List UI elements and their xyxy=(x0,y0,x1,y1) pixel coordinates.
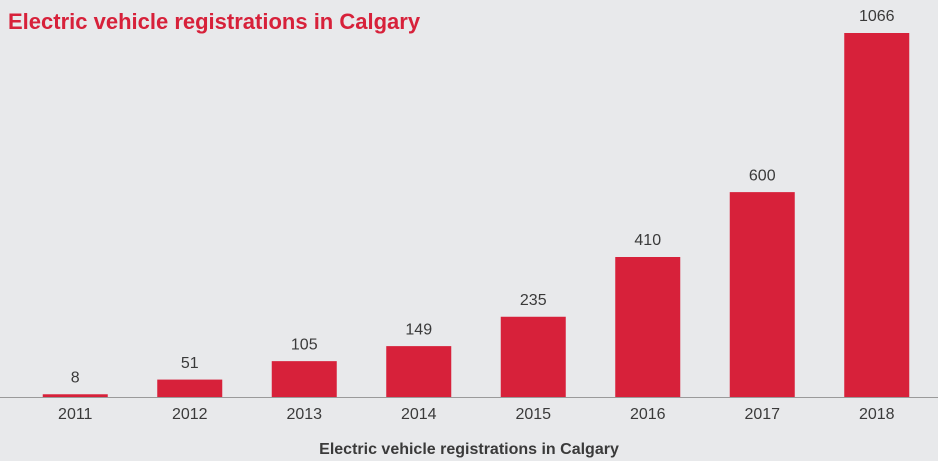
chart-title: Electric vehicle registrations in Calgar… xyxy=(8,9,421,34)
x-axis-label: Electric vehicle registrations in Calgar… xyxy=(319,441,619,458)
bar xyxy=(386,346,452,397)
x-tick-label: 2013 xyxy=(286,406,322,423)
bar xyxy=(271,361,337,397)
bar xyxy=(615,257,681,397)
value-label: 235 xyxy=(520,292,547,309)
x-tick-label: 2016 xyxy=(630,406,666,423)
value-label: 105 xyxy=(291,336,318,353)
value-label: 600 xyxy=(749,167,776,184)
value-label: 51 xyxy=(181,355,199,372)
bar xyxy=(844,33,910,397)
x-tick-label: 2017 xyxy=(744,406,780,423)
bar xyxy=(500,316,566,397)
x-tick-label: 2011 xyxy=(58,406,93,423)
x-tick-label: 2014 xyxy=(401,406,437,423)
bar xyxy=(729,192,795,397)
bar xyxy=(157,379,223,397)
bar xyxy=(42,394,108,397)
value-label: 1066 xyxy=(859,8,895,25)
value-label: 410 xyxy=(634,232,661,249)
value-label: 8 xyxy=(71,369,80,386)
value-label: 149 xyxy=(405,321,432,338)
x-tick-label: 2015 xyxy=(515,406,551,423)
x-tick-label: 2018 xyxy=(859,406,895,423)
x-tick-label: 2012 xyxy=(172,406,208,423)
